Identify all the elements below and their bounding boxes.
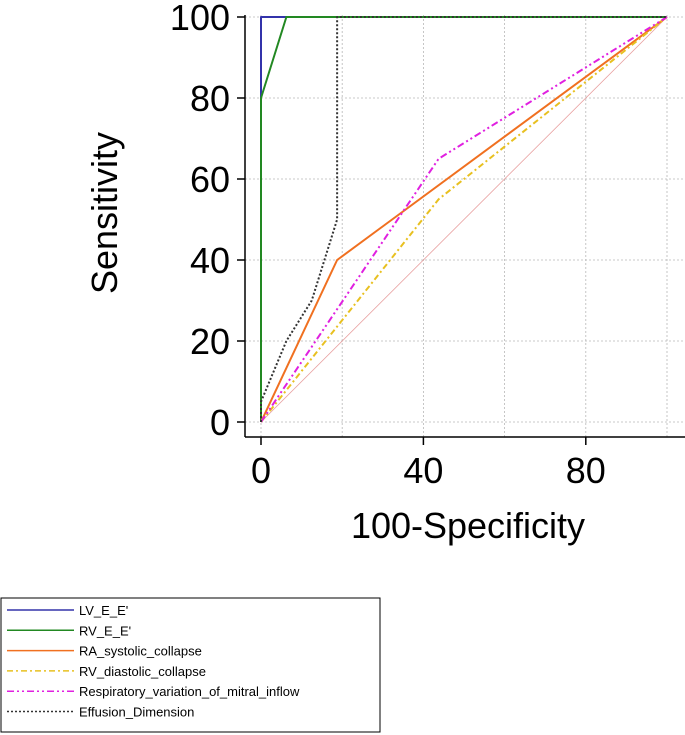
legend-box [0,597,381,733]
legend-label: Effusion_Dimension [79,705,194,720]
y-tick-label: 100 [170,0,230,38]
series-line-rv-diastolic-collapse [260,16,668,423]
x-tick-label: 0 [251,450,271,491]
legend-label: RV_diastolic_collapse [79,664,206,679]
series-line-ra-systolic-collapse [260,16,668,423]
y-tick-label: 80 [190,78,230,119]
legend-label: RA_systolic_collapse [79,644,202,659]
x-axis-title: 100-Specificity [351,505,585,546]
series-line-respiratory-variation-of-mitral-inflow [260,16,668,423]
legend-label: RV_E_E' [79,623,131,638]
legend-label: Respiratory_variation_of_mitral_inflow [79,684,300,699]
legend-label: LV_E_E' [79,603,128,618]
series-lines [260,16,668,423]
y-axis-title: Sensitivity [84,132,125,294]
x-axis-ticks: 0 40 80 [251,437,606,491]
series-line-effusion-dimension [260,16,667,422]
y-tick-label: 40 [190,240,230,281]
y-tick-label: 0 [210,402,230,443]
grid-lines [245,15,685,437]
legend-items: LV_E_E' RV_E_E' RA_systolic_collapse RV_dia… [7,603,300,720]
x-tick-label: 40 [403,450,443,491]
y-axis-ticks: 0 20 40 60 80 100 [170,0,245,443]
x-tick-label: 80 [566,450,606,491]
y-tick-label: 60 [190,159,230,200]
reference-diagonal-line [260,16,668,423]
y-tick-label: 20 [190,321,230,362]
legend: LV_E_E' RV_E_E' RA_systolic_collapse RV_dia… [0,597,381,733]
